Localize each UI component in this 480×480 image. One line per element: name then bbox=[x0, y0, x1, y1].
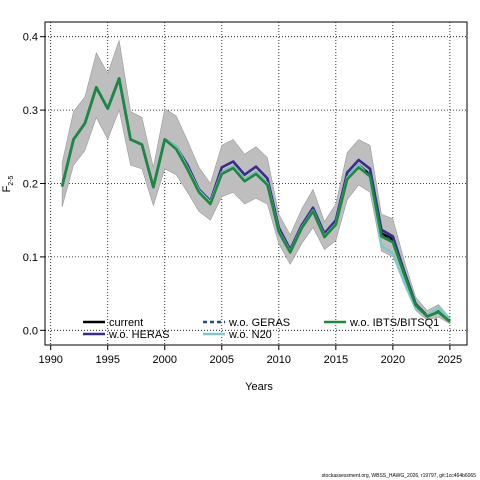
y-axis: 0.0 0.1 0.2 0.3 0.4 bbox=[23, 32, 45, 337]
legend-label-2: w.o. GERAS bbox=[228, 317, 290, 329]
x-tick-label: 2000 bbox=[153, 354, 177, 366]
x-tick-label: 2025 bbox=[438, 354, 462, 366]
x-tick-label: 2010 bbox=[267, 354, 291, 366]
series-lines bbox=[60, 77, 451, 323]
x-axis: 1990 1995 2000 2005 2010 2015 2020 2025 bbox=[38, 345, 462, 366]
y-tick-label: 0.4 bbox=[23, 32, 38, 44]
y-tick-label: 0.2 bbox=[23, 179, 38, 191]
y-axis-title-main: F bbox=[1, 185, 13, 192]
legend-label-0: current bbox=[109, 317, 143, 329]
credit-text: stockassessment.org, WBSS_HAWG_2026, r19… bbox=[322, 473, 477, 479]
x-tick-label: 2015 bbox=[324, 354, 348, 366]
y-axis-title-group: F2-5 bbox=[1, 175, 15, 192]
x-tick-label: 1995 bbox=[95, 354, 119, 366]
series-line-4 bbox=[60, 77, 451, 323]
y-tick-label: 0.1 bbox=[23, 252, 38, 264]
y-tick-label: 0.0 bbox=[23, 325, 38, 337]
legend-label-3: w.o. N20 bbox=[228, 329, 272, 341]
confidence-band bbox=[61, 40, 451, 325]
y-tick-label: 0.3 bbox=[23, 105, 38, 117]
legend-label-4: w.o. IBTS/BITSQ1 bbox=[349, 317, 439, 329]
x-axis-title: Years bbox=[245, 381, 273, 393]
x-tick-label: 2005 bbox=[210, 354, 234, 366]
y-axis-title-subscript: 2-5 bbox=[8, 175, 15, 185]
legend-label-1: w.o. HERAS bbox=[108, 329, 170, 341]
x-tick-label: 2020 bbox=[381, 354, 405, 366]
x-tick-label: 1990 bbox=[38, 354, 62, 366]
y-axis-title: F2-5 bbox=[1, 175, 15, 192]
